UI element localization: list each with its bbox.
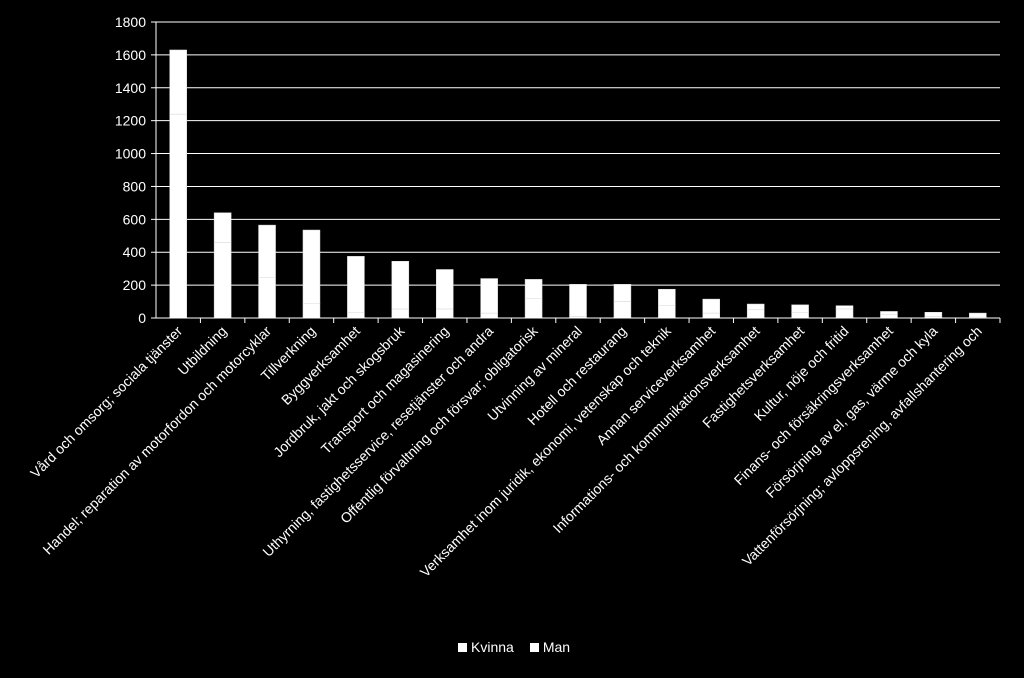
y-axis-ticks: 0 200 400 600 800 1000 1200 1400 1600 1800 — [115, 14, 157, 326]
y-tick-label: 1000 — [115, 146, 146, 162]
bar-kvinna — [302, 302, 321, 319]
bar-man — [702, 298, 721, 314]
y-tick-label: 600 — [123, 211, 147, 227]
y-tick-label: 400 — [123, 244, 147, 260]
bar-man — [169, 49, 187, 115]
bar-man — [835, 305, 854, 310]
x-axis-ticks — [156, 317, 1001, 323]
bar-man — [258, 224, 276, 278]
legend-item-kvinna: Kvinna — [458, 639, 514, 655]
gridlines — [156, 21, 1000, 319]
bar-man — [969, 312, 987, 318]
bar-man — [347, 256, 365, 313]
bar-man — [569, 284, 587, 317]
legend: Kvinna Man — [458, 639, 570, 655]
y-tick-label: 0 — [138, 310, 146, 326]
bar-kvinna — [258, 277, 276, 319]
bar-man — [435, 269, 454, 310]
y-tick-label: 1400 — [115, 80, 146, 96]
x-category-label: Finans- och försäkringsverksamhet — [731, 323, 896, 488]
bar-man — [524, 279, 543, 299]
bar-kvinna — [702, 312, 721, 319]
y-tick-label: 1600 — [115, 47, 146, 63]
bar-kvinna — [435, 308, 454, 319]
legend-item-man: Man — [529, 639, 571, 655]
x-category-label: Byggverksamhet — [278, 323, 363, 408]
bar-man — [658, 288, 676, 306]
legend-label-kvinna: Kvinna — [471, 639, 514, 655]
y-tick-label: 800 — [123, 178, 147, 194]
x-category-label: Vård och omsorg; sociala tjänster — [27, 323, 185, 481]
bar-man — [880, 311, 898, 315]
bar-kvinna — [613, 301, 632, 319]
y-tick-label: 1800 — [115, 14, 146, 30]
bar-man — [480, 278, 498, 314]
legend-swatch-man — [529, 642, 539, 652]
bar-kvinna — [791, 311, 809, 319]
bar-man — [924, 311, 943, 317]
bar-man — [613, 284, 632, 302]
legend-label-man: Man — [542, 639, 571, 655]
bars — [169, 49, 987, 319]
bar-kvinna — [746, 309, 765, 319]
y-tick-label: 200 — [123, 277, 147, 293]
bar-kvinna — [213, 242, 232, 319]
bar-man — [391, 261, 410, 310]
bar-kvinna — [347, 311, 365, 319]
bar-kvinna — [169, 113, 187, 319]
bar-man — [746, 303, 765, 311]
bar-kvinna — [480, 312, 498, 319]
bar-man — [213, 212, 232, 243]
bar-man — [302, 229, 321, 304]
legend-swatch-kvinna — [458, 642, 467, 652]
bar-kvinna — [391, 308, 410, 319]
bar-man — [791, 304, 809, 313]
y-tick-label: 1200 — [115, 113, 146, 129]
category-labels: Vård och omsorg; sociala tjänsterUtbildn… — [27, 322, 985, 580]
bar-kvinna — [658, 305, 676, 319]
bar-kvinna — [524, 298, 543, 319]
bar-kvinna — [835, 308, 854, 319]
x-category-label: Informations- och kommunikationsverksamh… — [550, 323, 763, 536]
